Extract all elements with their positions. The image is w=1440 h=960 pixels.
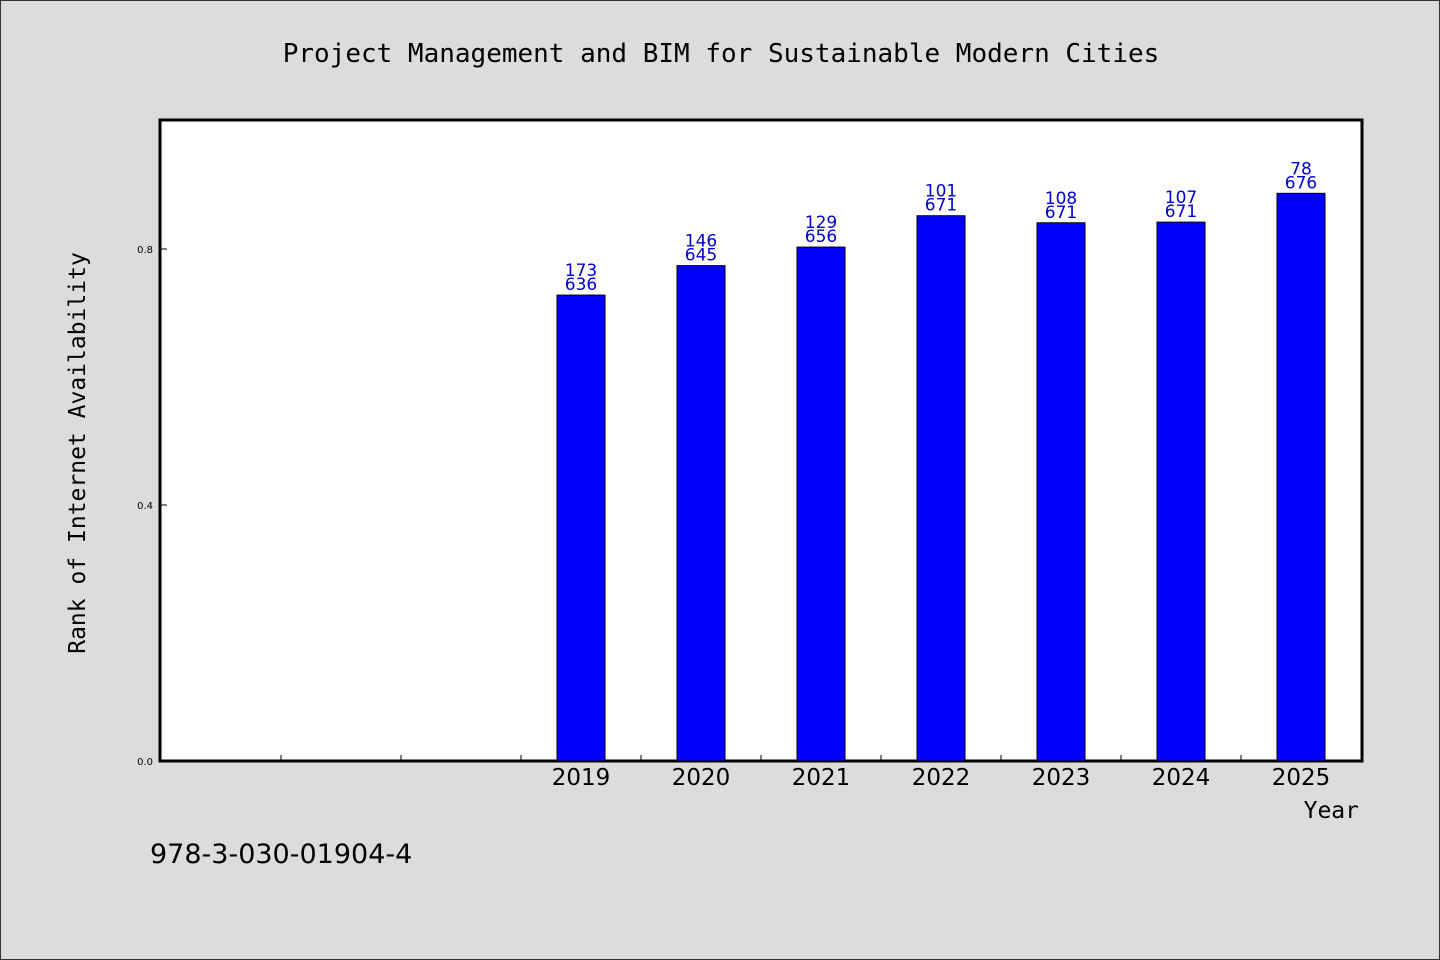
bar-label-bottom: 671 <box>925 196 957 216</box>
x-axis: 2019 2020 2021 2022 2023 2024 2025 <box>280 755 1331 791</box>
bar-label-bottom: 671 <box>1045 203 1077 223</box>
x-axis-label: Year <box>1304 798 1359 824</box>
y-axis: 0.0 0.4 0.8 <box>137 245 167 768</box>
y-tick-label: 0.8 <box>137 245 153 256</box>
bar-label-bottom: 636 <box>565 275 597 295</box>
bar-label-top: 78 <box>1290 159 1312 179</box>
y-tick-label: 0.4 <box>137 501 153 512</box>
x-tick-label: 2019 <box>552 765 611 791</box>
footer-isbn: 978-3-030-01904-4 <box>150 839 412 870</box>
bar-label-bottom: 676 <box>1285 173 1317 193</box>
bar-label-top: 107 <box>1165 188 1197 208</box>
y-tick-label: 0.0 <box>137 757 153 768</box>
y-axis-label: Rank of Internet Availability <box>65 252 91 654</box>
chart-title: Project Management and BIM for Sustainab… <box>283 39 1160 69</box>
bar-label-top: 101 <box>925 182 957 202</box>
bar-label-top: 173 <box>565 261 597 281</box>
bar <box>1036 222 1086 762</box>
bar <box>556 294 606 762</box>
bar <box>796 246 846 762</box>
x-tick-label: 2024 <box>1152 765 1211 791</box>
bar-label-top: 146 <box>685 232 717 252</box>
x-tick-label: 2021 <box>792 765 851 791</box>
x-tick-label: 2022 <box>912 765 971 791</box>
bar <box>916 215 966 762</box>
bars <box>556 192 1326 762</box>
x-tick-label: 2025 <box>1272 765 1331 791</box>
bar <box>676 265 726 762</box>
bar-label-top: 108 <box>1045 189 1077 209</box>
bar-label-bottom: 645 <box>685 246 717 266</box>
bar-label-top: 129 <box>805 213 837 233</box>
x-tick-label: 2023 <box>1032 765 1091 791</box>
bar-label-bottom: 656 <box>805 227 837 247</box>
bar-label-bottom: 671 <box>1165 202 1197 222</box>
x-tick-label: 2020 <box>672 765 731 791</box>
bar <box>1276 192 1326 762</box>
bar <box>1156 221 1206 762</box>
